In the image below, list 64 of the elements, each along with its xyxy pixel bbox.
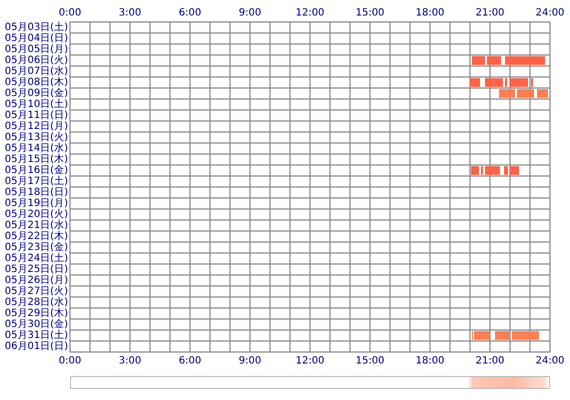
y-tick-label: 05月15日(木) <box>4 153 68 166</box>
x-tick-label: 18:00 <box>416 356 444 367</box>
bar <box>537 89 548 98</box>
y-tick-label: 05月30日(金) <box>4 318 68 330</box>
bar <box>505 56 545 65</box>
y-tick-label: 05月18日(日) <box>4 187 68 198</box>
y-tick-label: 05月20日(火) <box>4 208 68 220</box>
y-tick-label: 05月10日(土) <box>4 98 68 110</box>
bar <box>495 331 510 340</box>
y-tick-label: 05月06日(火) <box>4 54 68 66</box>
x2-tick-label: 3:00 <box>118 8 142 19</box>
x-tick-label: 12:00 <box>296 356 324 367</box>
x2-tick-label: 15:00 <box>356 8 384 19</box>
y-tick-label: 05月27日(火) <box>4 285 68 298</box>
y-tick-label: 05月16日(金) <box>4 164 68 176</box>
x2-tick-label: 12:00 <box>296 8 324 19</box>
y-tick-label: 05月12日(月) <box>4 121 68 132</box>
y-tick-label: 05月19日(月) <box>4 198 68 210</box>
x2-tick-label: 21:00 <box>476 8 504 19</box>
x-tick-label: 24:00 <box>536 356 564 367</box>
y-tick-label: 05月05日(月) <box>4 44 68 56</box>
y-tick-label: 05月23日(金) <box>4 241 68 254</box>
x-tick-label: 3:00 <box>118 356 142 367</box>
y-tick-label: 05月04日(日) <box>4 33 68 44</box>
bar <box>474 331 490 340</box>
bar <box>499 89 515 98</box>
bar <box>504 166 508 175</box>
x2-tick-label: 24:00 <box>536 8 564 19</box>
x2-tick-label: 9:00 <box>238 8 262 19</box>
y-tick-label: 05月31日(土) <box>4 329 68 342</box>
x-tick-label: 6:00 <box>178 356 202 367</box>
y-tick-label: 05月11日(日) <box>4 110 68 122</box>
x-tick-label: 0:00 <box>58 356 82 367</box>
x-tick-label: 9:00 <box>238 356 262 367</box>
y-tick-label: 05月08日(木) <box>4 76 68 88</box>
x2-tick-label: 6:00 <box>178 8 202 19</box>
bar <box>517 89 534 98</box>
y-tick-label: 06月01日(日) <box>4 341 68 352</box>
x2-tick-label: 18:00 <box>416 8 444 19</box>
y-tick-label: 05月26日(月) <box>4 275 68 286</box>
y-tick-label: 05月29日(木) <box>4 307 68 320</box>
y-tick-label: 05月24日(土) <box>4 252 68 264</box>
x2-tick-label: 0:00 <box>58 8 82 19</box>
y-tick-label: 05月21日(水) <box>4 219 68 232</box>
x-tick-label: 21:00 <box>476 356 504 367</box>
bar <box>485 166 500 175</box>
y-tick-label: 05月28日(水) <box>4 296 68 308</box>
bar <box>472 56 485 65</box>
bar <box>485 78 503 87</box>
bar <box>510 166 519 175</box>
y-tick-label: 05月09日(金) <box>4 87 68 100</box>
x-tick-label: 15:00 <box>356 356 384 367</box>
bar <box>471 166 479 175</box>
y-tick-label: 05月13日(火) <box>4 131 68 144</box>
y-tick-label: 05月07日(水) <box>4 65 68 78</box>
y-tick-label: 05月25日(日) <box>4 264 68 276</box>
bar <box>510 78 528 87</box>
y-tick-label: 05月17日(土) <box>4 175 68 188</box>
bar <box>470 78 480 87</box>
y-tick-label: 05月14日(水) <box>4 142 68 154</box>
bar <box>487 56 501 65</box>
bar <box>512 331 539 340</box>
y-tick-label: 05月22日(木) <box>4 230 68 242</box>
y-tick-label: 05月03日(土) <box>4 21 68 34</box>
